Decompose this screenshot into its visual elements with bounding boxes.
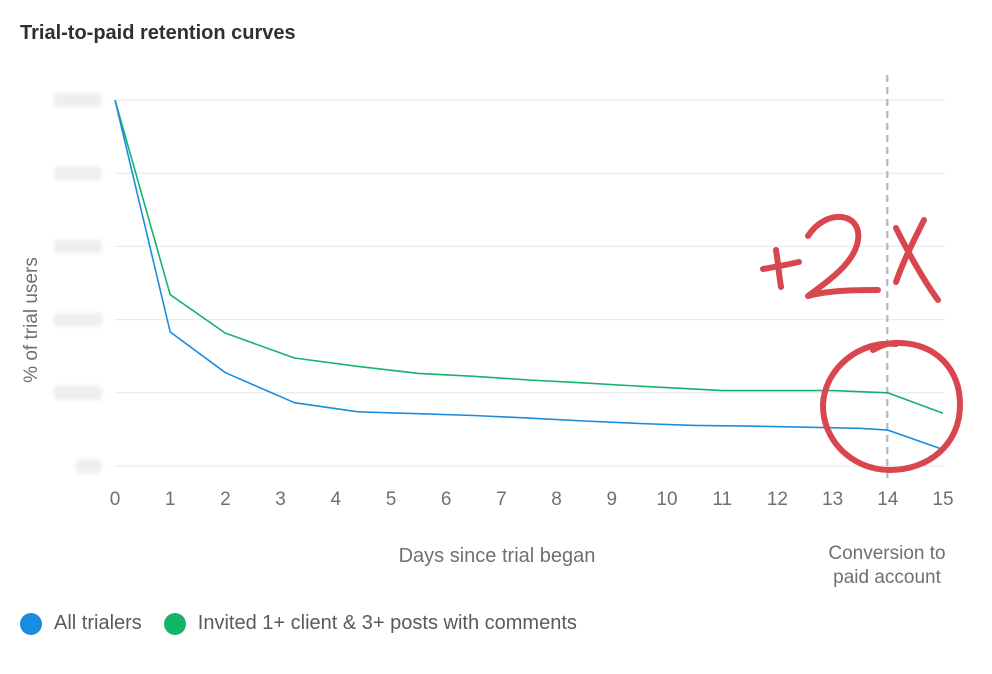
x-tick-label: 13 <box>822 489 843 510</box>
annotation-x-stroke-b <box>893 217 927 285</box>
y-tick-label-blurred <box>54 93 102 107</box>
x-tick-label: 14 <box>877 489 899 510</box>
series-line <box>114 99 944 415</box>
x-tick-label: 9 <box>607 489 618 510</box>
x-tick-label: 5 <box>386 489 397 510</box>
x-tick-label: 2 <box>220 489 231 510</box>
handwritten-annotation <box>760 214 963 473</box>
x-tick-label: 0 <box>110 489 121 510</box>
x-tick-label: 7 <box>496 489 507 510</box>
legend-label: All trialers <box>54 612 142 634</box>
y-tick-label-blurred <box>76 459 102 473</box>
annotation-plus-vertical <box>773 247 784 290</box>
annotation-digit-two <box>805 214 881 299</box>
conversion-marker-label: Conversion to paid account <box>828 543 945 588</box>
x-tick-label: 15 <box>932 489 953 510</box>
annotation-circle <box>819 339 963 473</box>
series-lines <box>114 99 944 451</box>
annotation-plus-horizontal <box>760 259 802 272</box>
x-tick-label: 3 <box>275 489 286 510</box>
x-tick-label: 6 <box>441 489 452 510</box>
annotation-x-stroke-a <box>893 225 941 303</box>
y-tick-labels <box>54 93 102 473</box>
legend-swatch-all-trialers <box>20 612 42 635</box>
y-tick-label-blurred <box>54 239 102 254</box>
legend-item-engaged: Invited 1+ client & 3+ posts with commen… <box>163 612 577 635</box>
conversion-marker: Conversion to paid account <box>828 75 946 588</box>
x-tick-label: 10 <box>656 489 677 510</box>
y-tick-label-blurred <box>54 166 102 181</box>
x-tick-label: 1 <box>165 489 176 510</box>
legend-item-all-trialers: All trialers <box>20 612 142 635</box>
x-tick-labels: 0 1 2 3 4 5 6 7 8 9 10 11 12 13 14 15 <box>110 489 954 510</box>
y-tick-label-blurred <box>54 312 102 327</box>
x-tick-label: 11 <box>712 489 732 510</box>
legend: All trialers Invited 1+ client & 3+ post… <box>20 612 599 635</box>
grid-lines <box>115 99 945 467</box>
chart-title: Trial-to-paid retention curves <box>20 22 296 44</box>
series-line <box>114 99 944 451</box>
x-tick-label: 8 <box>551 489 562 510</box>
x-tick-label: 12 <box>767 489 788 510</box>
y-axis-label: % of trial users <box>21 257 42 383</box>
y-tick-label-blurred <box>54 385 102 400</box>
x-axis-label: Days since trial began <box>399 545 596 567</box>
legend-swatch-engaged <box>163 612 186 635</box>
x-tick-label: 4 <box>331 489 342 510</box>
legend-label: Invited 1+ client & 3+ posts with commen… <box>197 612 577 634</box>
